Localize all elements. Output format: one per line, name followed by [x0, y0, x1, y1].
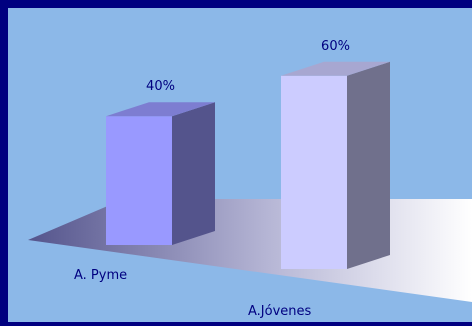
- bar-top-face: [106, 102, 215, 117]
- chart-svg: 40% 60% A. Pyme A.Jóvenes: [8, 8, 472, 322]
- bar-2: [281, 61, 390, 269]
- bar-front-face: [106, 116, 172, 245]
- labels-group: 40% 60% A. Pyme A.Jóvenes: [74, 39, 350, 319]
- bars-group: [106, 61, 390, 269]
- bar-side-face: [172, 102, 215, 245]
- bar-top-face: [281, 61, 390, 76]
- bar-front-face: [281, 75, 347, 269]
- category-label: A.Jóvenes: [248, 304, 312, 319]
- data-label: 60%: [321, 39, 350, 54]
- category-label: A. Pyme: [74, 268, 127, 283]
- bar-1: [106, 102, 215, 245]
- data-label: 40%: [146, 79, 175, 94]
- bar-side-face: [347, 61, 390, 269]
